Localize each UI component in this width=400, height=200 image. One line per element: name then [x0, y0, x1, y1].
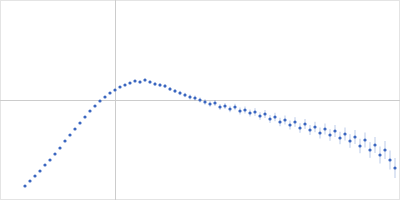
point	[193, 96, 196, 99]
point	[253, 110, 256, 113]
point	[268, 117, 271, 120]
point	[48, 158, 51, 161]
point	[138, 80, 141, 83]
chart	[0, 0, 400, 200]
point	[278, 120, 281, 123]
point	[118, 85, 121, 88]
point	[328, 133, 331, 136]
point	[228, 107, 231, 110]
point	[358, 144, 361, 147]
point	[238, 109, 241, 112]
point	[208, 102, 211, 105]
point	[388, 158, 391, 161]
point	[248, 111, 251, 114]
point	[88, 109, 91, 112]
point	[203, 100, 206, 103]
point	[58, 146, 61, 149]
point	[163, 84, 166, 87]
data-points	[23, 78, 396, 187]
point	[38, 169, 41, 172]
point	[288, 123, 291, 126]
point	[43, 163, 46, 166]
point	[143, 78, 146, 81]
point	[263, 112, 266, 115]
point	[293, 120, 296, 123]
point	[83, 115, 86, 118]
point	[333, 129, 336, 132]
point	[383, 148, 386, 151]
point	[273, 115, 276, 118]
point	[173, 89, 176, 92]
point	[128, 81, 131, 84]
point	[108, 91, 111, 94]
point	[373, 143, 376, 146]
point	[78, 121, 81, 124]
point	[103, 95, 106, 98]
point	[23, 184, 26, 187]
point	[28, 179, 31, 182]
point	[133, 79, 136, 82]
point	[318, 131, 321, 134]
point	[33, 174, 36, 177]
point	[378, 153, 381, 156]
point	[198, 98, 201, 101]
point	[123, 83, 126, 86]
point	[338, 136, 341, 139]
point	[188, 95, 191, 98]
point	[213, 101, 216, 104]
point	[183, 93, 186, 96]
point	[323, 127, 326, 130]
point	[68, 133, 71, 136]
point	[93, 104, 96, 107]
point	[113, 88, 116, 91]
point	[363, 138, 366, 141]
point	[153, 82, 156, 85]
plot-frame	[1, 1, 400, 200]
point	[303, 122, 306, 125]
point	[298, 126, 301, 129]
point	[348, 139, 351, 142]
point	[233, 105, 236, 108]
point	[353, 135, 356, 138]
point	[368, 148, 371, 151]
point	[158, 83, 161, 86]
point	[218, 105, 221, 108]
point	[313, 125, 316, 128]
point	[243, 108, 246, 111]
point	[343, 132, 346, 135]
point	[73, 127, 76, 130]
point	[53, 152, 56, 155]
point	[168, 87, 171, 90]
point	[148, 80, 151, 83]
point	[98, 99, 101, 102]
point	[308, 128, 311, 131]
point	[178, 91, 181, 94]
point	[258, 114, 261, 117]
point	[393, 166, 396, 169]
point	[63, 139, 66, 142]
point	[223, 104, 226, 107]
point	[283, 118, 286, 121]
